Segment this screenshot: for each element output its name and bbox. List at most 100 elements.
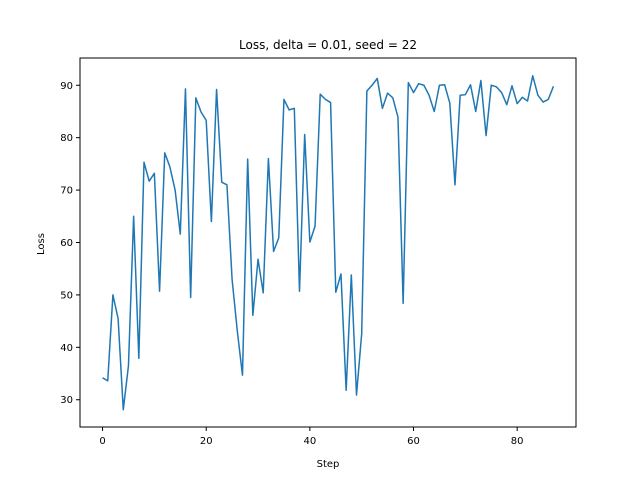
data-point [240,373,244,377]
data-point [204,118,208,122]
data-point [101,376,105,380]
data-point [375,76,379,80]
data-point [448,101,452,105]
data-point [199,110,203,114]
y-tick-label: 90 [60,81,73,92]
data-point [111,293,115,297]
data-point [422,83,426,87]
data-point [142,160,146,164]
data-point [308,240,312,244]
data-point [417,82,421,86]
data-point [443,83,447,87]
data-point [391,96,395,100]
x-tick-label: 20 [200,436,213,447]
y-tick-label: 80 [60,133,73,144]
data-point [531,74,535,78]
data-point [365,89,369,93]
y-axis: 30 40 50 60 70 80 90 [60,81,80,406]
data-point [541,100,545,104]
x-tick-label: 40 [303,436,316,447]
x-axis-label: Step [317,459,340,470]
data-point [158,289,162,293]
data-point [215,87,219,91]
data-point [313,224,317,228]
data-point [189,296,193,300]
data-point [272,249,276,253]
data-point [401,301,405,305]
data-point [406,81,410,85]
data-point [137,356,141,360]
data-point [494,85,498,89]
data-point [116,317,120,321]
y-tick-label: 30 [60,395,73,406]
data-point [551,84,555,88]
data-point [106,379,110,383]
data-point [344,388,348,392]
data-point [152,171,156,175]
data-point [474,109,478,113]
x-tick-label: 60 [407,436,420,447]
data-point [536,93,540,97]
data-point [380,106,384,110]
data-point [147,179,151,183]
data-point [437,83,441,87]
data-point [469,83,473,87]
data-point [297,289,301,293]
chart-title: Loss, delta = 0.01, seed = 22 [239,38,417,52]
data-point [396,115,400,119]
data-point [334,290,338,294]
data-point [121,408,125,412]
data-point [230,278,234,282]
data-point [463,93,467,97]
data-point [277,236,281,240]
data-point [520,95,524,99]
data-point [235,329,239,333]
data-point [386,91,390,95]
data-point [360,332,364,336]
series-line-1 [102,75,555,411]
data-point [339,272,343,276]
data-point [370,83,374,87]
data-point [489,83,493,87]
data-point [318,92,322,96]
data-point [510,84,514,88]
data-point [168,165,172,169]
data-point [479,79,483,83]
x-axis: 0 20 40 60 80 [99,427,524,447]
data-point [173,188,177,192]
data-point [453,183,457,187]
x-tick-label: 0 [99,436,105,447]
plot-frame [79,57,577,428]
data-point [484,134,488,138]
data-point [349,273,353,277]
y-tick-label: 60 [60,238,73,249]
data-point [251,313,255,317]
y-tick-label: 70 [60,186,73,197]
data-point [323,97,327,101]
data-point [209,220,213,224]
data-point [287,108,291,112]
data-point [355,393,359,397]
data-point [126,364,130,368]
data-point [505,103,509,107]
data-point [526,99,530,103]
data-point [261,291,265,295]
data-point [163,151,167,155]
plot-area [101,74,555,412]
y-axis-label: Loss [36,233,47,255]
data-point [220,180,224,184]
data-point [194,96,198,100]
y-tick-label: 50 [60,290,73,301]
data-point [256,257,260,261]
data-point [412,91,416,95]
data-point [246,157,250,161]
data-point [458,93,462,97]
data-point [427,93,431,97]
data-point [329,101,333,105]
data-point [225,183,229,187]
data-point [303,133,307,137]
data-point [432,109,436,113]
data-point [546,97,550,101]
